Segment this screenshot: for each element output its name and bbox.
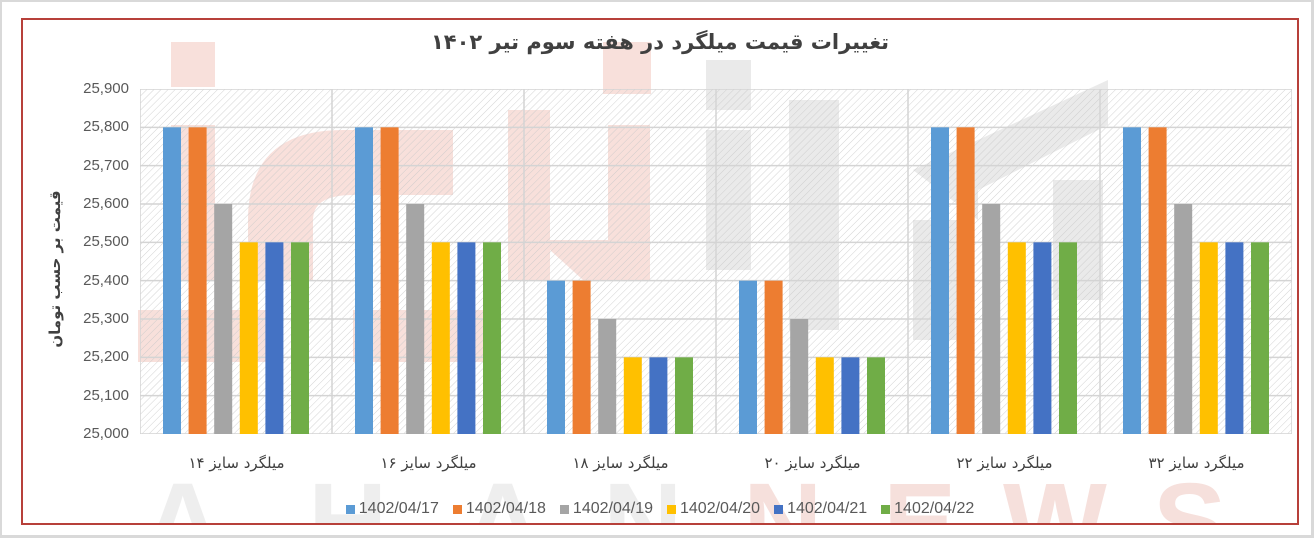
bar[interactable]: میلگرد سایز ۳۲ — 1402/04/18: 25800 bbox=[1148, 127, 1167, 434]
chart-frame: A H A N N E W S تغییرات قیمت میلگرد در ه… bbox=[21, 18, 1299, 525]
bar[interactable]: میلگرد سایز ۲۰ — 1402/04/22: 25200 bbox=[867, 357, 885, 434]
bar[interactable]: میلگرد سایز ۲۲ — 1402/04/17: 25800 bbox=[931, 127, 949, 434]
bar[interactable]: میلگرد سایز ۱۴ — 1402/04/21: 25500 bbox=[265, 242, 284, 434]
legend-label: 1402/04/17 bbox=[358, 500, 439, 517]
legend-label: 1402/04/22 bbox=[894, 500, 975, 517]
legend-swatch-icon bbox=[881, 504, 891, 514]
y-tick-label: 25,700 bbox=[83, 156, 129, 174]
y-tick-label: 25,600 bbox=[83, 195, 129, 212]
legend-swatch-icon bbox=[452, 504, 462, 514]
bar[interactable]: میلگرد سایز ۱۶ — 1402/04/20: 25500 bbox=[431, 242, 450, 434]
bar[interactable]: میلگرد سایز ۱۴ — 1402/04/17: 25800 bbox=[163, 127, 181, 434]
bar[interactable]: میلگرد سایز ۲۲ — 1402/04/19: 25600 bbox=[982, 204, 1001, 434]
x-tick-label: میلگرد سایز ۱۶ bbox=[380, 454, 477, 472]
chart-legend: 1402/04/17 1402/04/18 1402/04/19 1402/04/20… bbox=[23, 500, 1297, 518]
x-tick-label: میلگرد سایز ۲۰ bbox=[764, 454, 861, 472]
bar[interactable]: میلگرد سایز ۳۲ — 1402/04/22: 25500 bbox=[1251, 242, 1269, 434]
legend-swatch-icon bbox=[667, 504, 676, 514]
bar[interactable]: میلگرد سایز ۱۴ — 1402/04/22: 25500 bbox=[291, 242, 309, 434]
legend-item[interactable]: 1402/04/18 bbox=[452, 500, 546, 518]
bar[interactable]: میلگرد سایز ۱۶ — 1402/04/17: 25800 bbox=[355, 127, 373, 434]
plot-area: میلگرد سایز ۱۴ — 1402/04/17: 25800 میلگرد… bbox=[140, 89, 1292, 434]
y-tick-label: 25,800 bbox=[83, 118, 129, 136]
bar[interactable]: میلگرد سایز ۳۲ — 1402/04/21: 25500 bbox=[1225, 242, 1244, 434]
bar[interactable]: میلگرد سایز ۱۶ — 1402/04/18: 25800 bbox=[380, 127, 399, 434]
bar-chart: میلگرد سایز ۱۴ — 1402/04/17: 25800 میلگرد… bbox=[140, 89, 1292, 434]
bar[interactable]: میلگرد سایز ۲۲ — 1402/04/22: 25500 bbox=[1059, 242, 1077, 434]
x-tick-label: میلگرد سایز ۱۴ bbox=[188, 454, 285, 472]
bar[interactable]: میلگرد سایز ۲۰ — 1402/04/17: 25400 bbox=[739, 280, 757, 434]
bar[interactable]: میلگرد سایز ۱۸ — 1402/04/17: 25400 bbox=[547, 280, 565, 434]
x-tick-label: میلگرد سایز ۳۲ bbox=[1148, 454, 1245, 472]
bar[interactable]: میلگرد سایز ۳۲ — 1402/04/19: 25600 bbox=[1174, 204, 1193, 434]
bar[interactable]: میلگرد سایز ۲۲ — 1402/04/21: 25500 bbox=[1033, 242, 1052, 434]
legend-swatch-icon bbox=[774, 504, 784, 514]
bar[interactable]: میلگرد سایز ۳۲ — 1402/04/17: 25800 bbox=[1123, 127, 1141, 434]
y-tick-label: 25,300 bbox=[83, 310, 129, 327]
legend-item[interactable]: 1402/04/22 bbox=[881, 500, 974, 518]
y-tick-label: 25,200 bbox=[83, 348, 129, 366]
y-tick-label: 25,100 bbox=[83, 386, 129, 404]
bar[interactable]: میلگرد سایز ۱۸ — 1402/04/20: 25200 bbox=[623, 357, 642, 434]
bar[interactable]: میلگرد سایز ۲۲ — 1402/04/20: 25500 bbox=[1007, 242, 1026, 434]
y-tick-label: 25,900 bbox=[83, 80, 129, 97]
y-tick-label: 25,500 bbox=[83, 233, 129, 251]
legend-item[interactable]: 1402/04/19 bbox=[559, 500, 653, 518]
bar[interactable]: میلگرد سایز ۱۶ — 1402/04/21: 25500 bbox=[457, 242, 476, 434]
bar[interactable]: میلگرد سایز ۳۲ — 1402/04/20: 25500 bbox=[1199, 242, 1218, 434]
legend-swatch-icon bbox=[559, 504, 569, 514]
bar[interactable]: میلگرد سایز ۱۸ — 1402/04/18: 25400 bbox=[572, 280, 591, 434]
bar[interactable]: میلگرد سایز ۱۸ — 1402/04/22: 25200 bbox=[675, 357, 693, 434]
bar[interactable]: میلگرد سایز ۱۶ — 1402/04/22: 25500 bbox=[483, 242, 501, 434]
legend-item[interactable]: 1402/04/20 bbox=[667, 500, 760, 518]
chart-title: تغییرات قیمت میلگرد در هفته سوم تیر ۱۴۰۲ bbox=[430, 30, 890, 54]
bar[interactable]: میلگرد سایز ۲۰ — 1402/04/18: 25400 bbox=[764, 280, 783, 434]
legend-label: 1402/04/19 bbox=[572, 500, 653, 517]
legend-label: 1402/04/18 bbox=[465, 500, 546, 517]
bar[interactable]: میلگرد سایز ۱۶ — 1402/04/19: 25600 bbox=[406, 204, 425, 434]
legend-swatch-icon bbox=[345, 504, 355, 514]
bar[interactable]: میلگرد سایز ۱۴ — 1402/04/20: 25500 bbox=[239, 242, 258, 434]
legend-item[interactable]: 1402/04/21 bbox=[774, 500, 867, 518]
bar[interactable]: میلگرد سایز ۲۲ — 1402/04/18: 25800 bbox=[956, 127, 975, 434]
bar[interactable]: میلگرد سایز ۱۸ — 1402/04/21: 25200 bbox=[649, 357, 668, 434]
y-tick-label: 25,400 bbox=[83, 271, 129, 289]
bar[interactable]: میلگرد سایز ۲۰ — 1402/04/21: 25200 bbox=[841, 357, 860, 434]
legend-label: 1402/04/21 bbox=[787, 500, 868, 517]
y-tick-label: 25,000 bbox=[83, 425, 129, 442]
x-tick-label: میلگرد سایز ۱۸ bbox=[572, 454, 669, 472]
bar[interactable]: میلگرد سایز ۲۰ — 1402/04/19: 25300 bbox=[790, 319, 809, 434]
bar[interactable]: میلگرد سایز ۱۸ — 1402/04/19: 25300 bbox=[598, 319, 617, 434]
bar[interactable]: میلگرد سایز ۱۴ — 1402/04/19: 25600 bbox=[214, 204, 233, 434]
legend-item[interactable]: 1402/04/17 bbox=[345, 500, 439, 518]
legend-label: 1402/04/20 bbox=[680, 500, 761, 517]
bar[interactable]: میلگرد سایز ۲۰ — 1402/04/20: 25200 bbox=[815, 357, 834, 434]
bar[interactable]: میلگرد سایز ۱۴ — 1402/04/18: 25800 bbox=[188, 127, 207, 434]
x-tick-label: میلگرد سایز ۲۲ bbox=[956, 454, 1053, 472]
